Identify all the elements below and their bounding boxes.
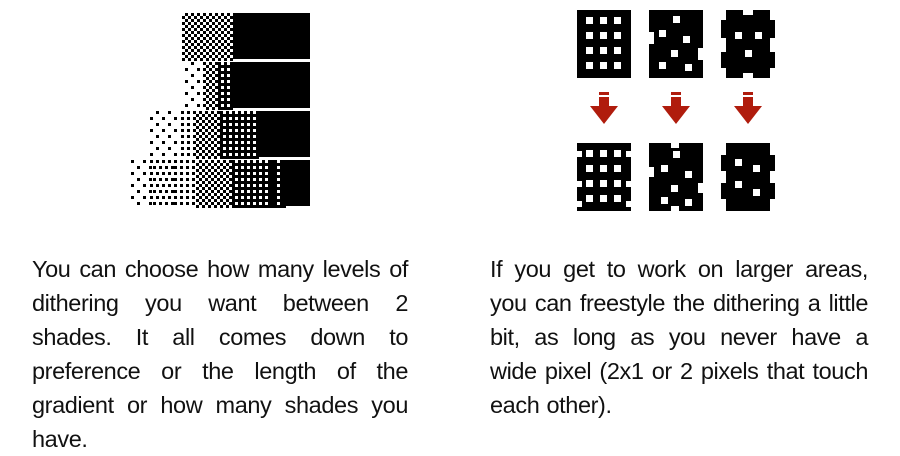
dither-gradient-bars (131, 13, 310, 208)
gradient-solid-block (284, 160, 310, 206)
dither-tile-irregular (721, 10, 775, 78)
dither-tile-irregular-bad (721, 143, 775, 211)
arrow-down-icon (590, 92, 618, 124)
dither-tile-grid-bad (577, 143, 631, 211)
dither-tile-scattered-bad (649, 143, 703, 211)
gradient-solid-block (258, 111, 310, 157)
gradient-row-2 (185, 62, 310, 110)
left-caption: You can choose how many levels of dither… (32, 255, 408, 452)
dither-tile-scattered (649, 10, 703, 78)
gradient-row-3 (150, 111, 310, 159)
gradient-row-4 (131, 160, 310, 208)
dither-tiles (577, 10, 775, 211)
gradient-solid-block (233, 62, 310, 108)
arrow-down-icon (662, 92, 690, 124)
gradient-row-1 (182, 13, 310, 61)
dither-tiles-figure (450, 0, 900, 220)
arrow-down-icon (734, 92, 762, 124)
gradient-solid-block (233, 13, 310, 59)
right-caption: If you get to work on larger areas, you … (490, 255, 868, 418)
dither-gradient-figure (0, 0, 450, 220)
dither-tile-grid (577, 10, 631, 78)
